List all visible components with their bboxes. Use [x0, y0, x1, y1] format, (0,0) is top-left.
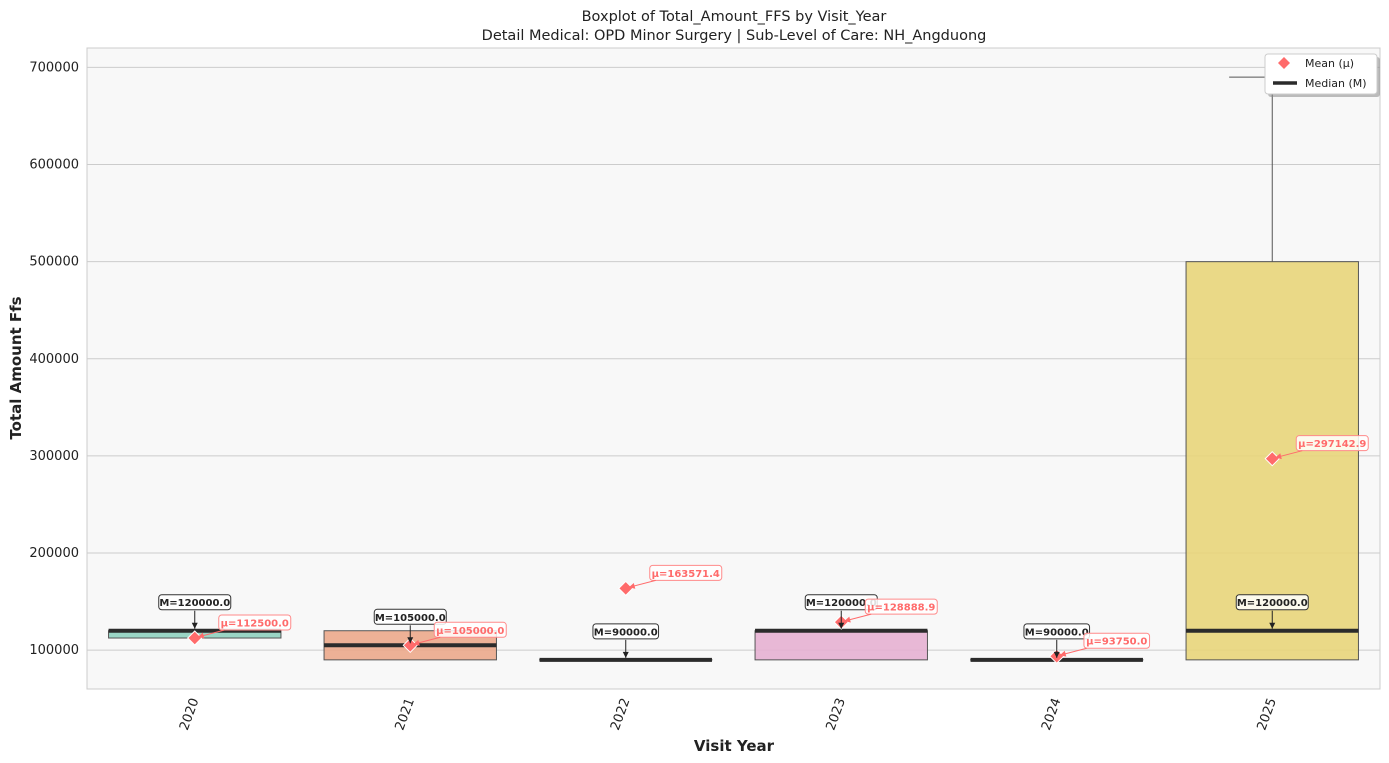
- y-tick-label: 200000: [29, 546, 79, 561]
- median-arrow-2022-head: [622, 651, 629, 658]
- y-tick-label: 100000: [29, 643, 79, 658]
- mean-arrow-2021-head: [413, 639, 420, 646]
- mean-label-2022-box: [649, 564, 723, 581]
- median-arrow-2020-head: [191, 622, 198, 629]
- median-label-2021-box: [373, 608, 447, 625]
- mean-label-2024: μ=93750.0: [1086, 637, 1147, 648]
- median-arrow-2024-head: [1053, 651, 1060, 658]
- plot-area: [86, 47, 1381, 690]
- median-label-2024-box: [1023, 623, 1091, 640]
- mean-arrow-2020-head: [197, 632, 205, 639]
- y-tick-label: 700000: [29, 60, 79, 75]
- mean-label-2025-box: [1295, 435, 1369, 452]
- mean-label-2021: μ=105000.0: [436, 626, 504, 637]
- median-label-2021: M=105000.0: [375, 613, 446, 624]
- box-2023: [754, 630, 928, 661]
- y-tick-label: 500000: [29, 255, 79, 270]
- mean-arrow-2024-head: [1059, 650, 1067, 657]
- mean-label-2025-group: μ=297142.9: [1295, 435, 1369, 452]
- median-label-2021-group: M=105000.0: [373, 608, 447, 625]
- median-label-2020: M=120000.0: [159, 598, 230, 609]
- x-tick-label: 2021: [393, 696, 418, 732]
- legend-median-label: Median (M): [1305, 77, 1367, 90]
- mean-label-2020-group: μ=112500.0: [218, 614, 292, 631]
- legend: Mean (μ) Median (M): [1264, 53, 1380, 97]
- mean-label-2022-group: μ=163571.4: [649, 564, 723, 581]
- mean-label-2023-group: μ=128888.9: [864, 598, 938, 615]
- mean-label-2020: μ=112500.0: [221, 619, 289, 630]
- median-label-2022-box: [592, 623, 660, 640]
- legend-mean-label: Mean (μ): [1305, 57, 1354, 70]
- chart-title: Boxplot of Total_Amount_FFS by Visit_Yea…: [582, 9, 887, 25]
- x-tick-label: 2023: [824, 696, 849, 732]
- chart-subtitle: Detail Medical: OPD Minor Surgery | Sub-…: [482, 28, 987, 44]
- mean-label-2023-box: [864, 598, 938, 615]
- median-label-2024: M=90000.0: [1025, 627, 1089, 638]
- mean-label-2021-box: [433, 621, 507, 638]
- x-axis-title: Visit Year: [694, 737, 775, 755]
- y-tick-label: 600000: [29, 158, 79, 173]
- median-label-2024-group: M=90000.0: [1023, 623, 1091, 640]
- median-label-2020-group: M=120000.0: [158, 594, 232, 611]
- x-tick-label: 2020: [177, 696, 202, 732]
- median-label-2022-group: M=90000.0: [592, 623, 660, 640]
- median-arrow-2021-head: [407, 637, 414, 644]
- mean-label-2020-box: [218, 614, 292, 631]
- boxes-layer: [108, 76, 1359, 664]
- y-tick-label: 300000: [29, 449, 79, 464]
- mean-label-2022: μ=163571.4: [652, 569, 720, 580]
- mean-arrow-2025-head: [1275, 453, 1282, 460]
- mean-label-2025: μ=297142.9: [1298, 439, 1366, 450]
- mean-label-2021-group: μ=105000.0: [433, 621, 507, 638]
- median-label-2020-box: [158, 594, 232, 611]
- legend-mean-marker: [1278, 57, 1290, 69]
- median-label-2025-group: M=120000.0: [1235, 594, 1309, 611]
- y-tick-label: 400000: [29, 352, 79, 367]
- x-tick-label: 2022: [608, 696, 633, 732]
- mean-arrow-2022-head: [628, 583, 636, 589]
- grid-lines: [87, 66, 1380, 651]
- mean-label-2024-box: [1083, 632, 1151, 649]
- mean-arrow-2023-head: [844, 616, 851, 623]
- x-tick-label: 2024: [1039, 696, 1064, 732]
- annotations-layer: M=120000.0 μ=112500.0 M=105000.0 μ=105000.0…: [158, 435, 1369, 658]
- median-arrow-2025-head: [1269, 622, 1276, 629]
- median-label-2025-box: [1235, 594, 1309, 611]
- median-label-2025: M=120000.0: [1237, 598, 1308, 609]
- x-tick-label: 2025: [1255, 696, 1280, 732]
- mean-label-2023: μ=128888.9: [867, 603, 935, 614]
- y-axis-title: Total Amount Ffs: [7, 296, 25, 439]
- median-arrow-2023-head: [838, 622, 845, 629]
- mean-label-2024-group: μ=93750.0: [1083, 632, 1151, 649]
- median-label-2023: M=120000.0: [806, 598, 877, 609]
- median-label-2022: M=90000.0: [594, 627, 658, 638]
